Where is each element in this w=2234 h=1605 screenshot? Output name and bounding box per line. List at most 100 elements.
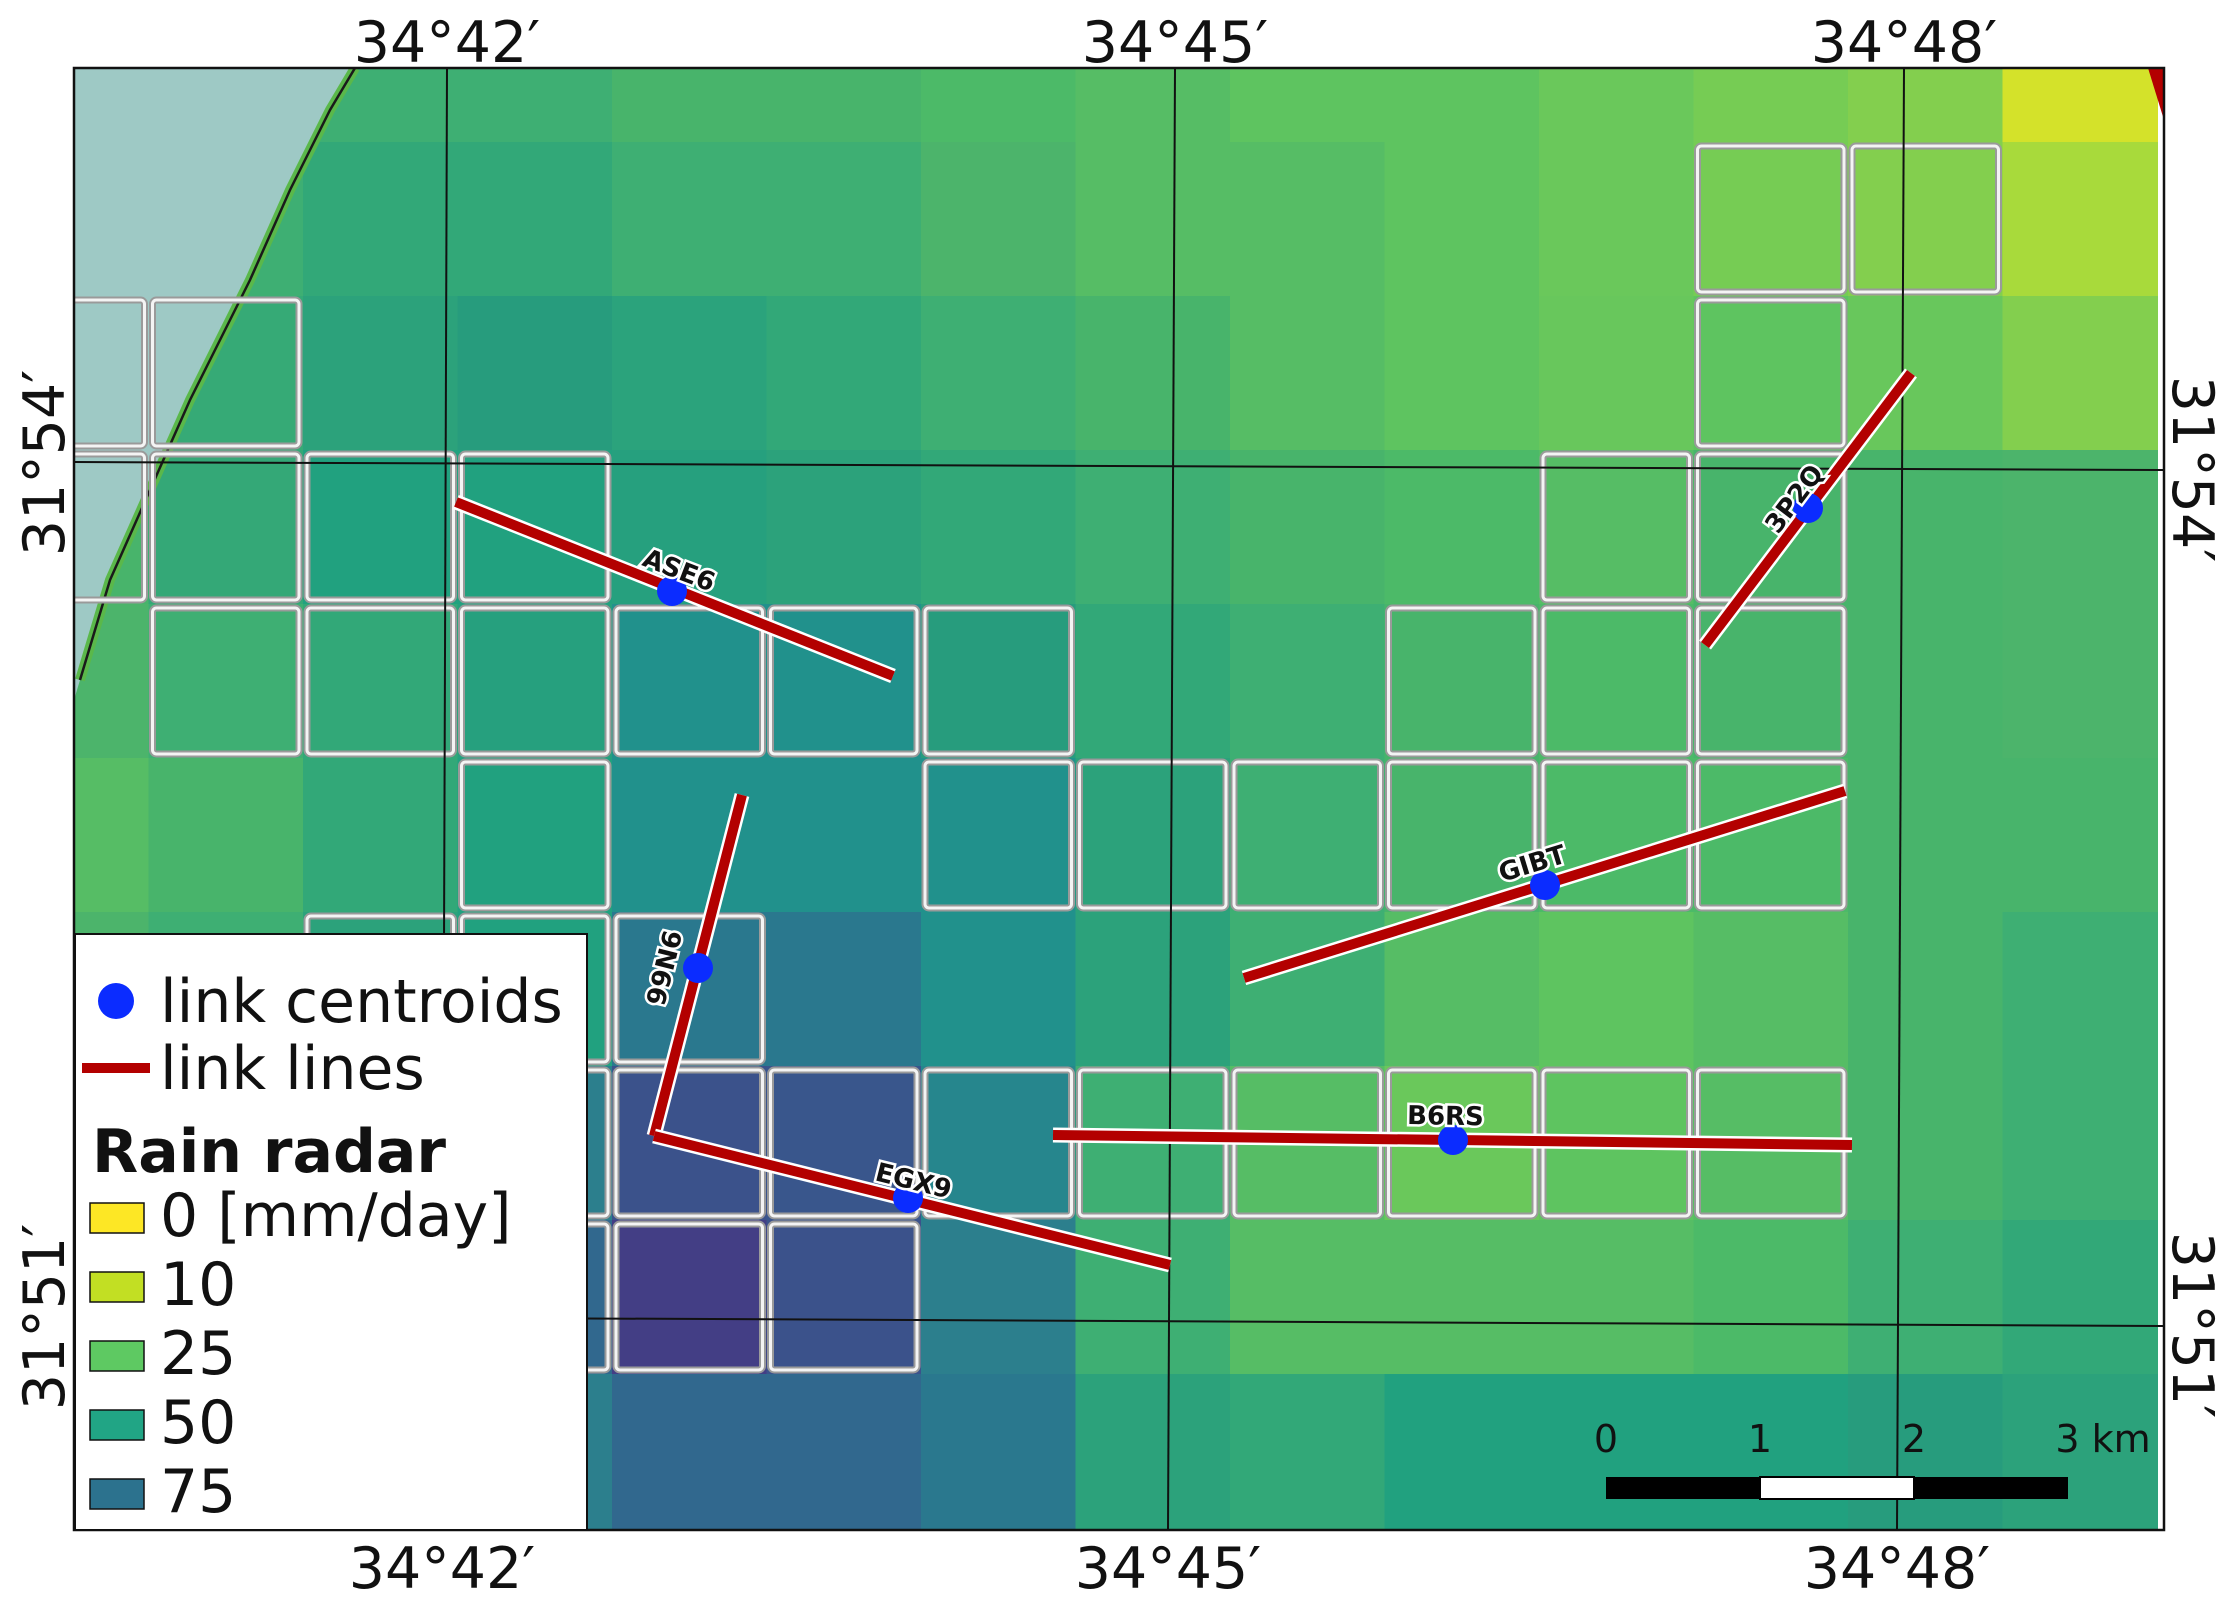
radar-cell [921, 912, 1077, 1067]
radar-cell [1848, 912, 2004, 1067]
meridian-34-45 [1167, 68, 1176, 1530]
scale-seg-1 [1606, 1477, 1760, 1499]
link-grid-cell [151, 452, 301, 602]
radar-cell [1230, 68, 1386, 143]
radar-cell [1075, 1374, 1231, 1529]
link-grid-cell [151, 606, 301, 756]
radar-cell [1384, 604, 1540, 759]
link-grid-cell [1541, 452, 1691, 602]
radar-cell [1539, 912, 1695, 1067]
legend-swatch [89, 1271, 145, 1303]
radar-cell [1693, 296, 1849, 451]
radar-cell [1384, 68, 1540, 143]
radar-cell [1384, 1374, 1540, 1529]
radar-cell [1539, 758, 1695, 913]
radar-cell [1075, 68, 1231, 143]
legend-box [74, 933, 588, 1531]
radar-cell [1384, 912, 1540, 1067]
radar-cell [766, 1374, 922, 1529]
bottom-label-34-48: 34°48′ [1804, 1536, 1991, 1602]
radar-cell [1693, 68, 1849, 143]
radar-cell [1230, 758, 1386, 913]
radar-cell [1539, 142, 1695, 297]
legend-class-label: 75 [160, 1457, 236, 1527]
radar-cell [1230, 1374, 1386, 1529]
radar-cell [457, 296, 613, 451]
top-label-34-45: 34°45′ [1082, 10, 1269, 76]
radar-cell [1693, 450, 1849, 605]
radar-cell [612, 68, 768, 143]
radar-cell [766, 450, 922, 605]
centroid-99N6 [683, 953, 713, 983]
radar-cell [921, 1220, 1077, 1375]
radar-cell [2002, 68, 2158, 143]
radar-cell [1539, 1374, 1695, 1529]
radar-cell [766, 68, 922, 143]
right-label-31-51: 31°51′ [2159, 1232, 2225, 1419]
radar-cell [1693, 1220, 1849, 1375]
link-grid-cell [769, 1068, 919, 1218]
radar-cell [1848, 68, 2004, 143]
radar-cell [2002, 758, 2158, 913]
radar-cell [1230, 142, 1386, 297]
radar-cell [2002, 296, 2158, 451]
legend-swatch [89, 1340, 145, 1372]
parallel-31-54 [74, 461, 2164, 471]
left-label-31-54: 31°54′ [12, 370, 78, 557]
legend-swatch [89, 1478, 145, 1510]
radar-cell [1693, 912, 1849, 1067]
radar-cell [766, 912, 922, 1067]
radar-cell [74, 758, 150, 913]
link-grid-cell [74, 298, 146, 448]
radar-cell [1384, 142, 1540, 297]
radar-cell [1075, 296, 1231, 451]
scale-label-2: 2 [1902, 1417, 1926, 1461]
link-grid-cell [614, 914, 764, 1064]
radar-cell [303, 142, 459, 297]
radar-cell [2002, 1374, 2158, 1529]
radar-cell [148, 450, 304, 605]
radar-cell [766, 1220, 922, 1375]
radar-cell [1384, 296, 1540, 451]
radar-cell [921, 758, 1077, 913]
bottom-label-34-42: 34°42′ [349, 1536, 536, 1602]
link-grid-cell [1078, 760, 1228, 910]
link-grid-cell [460, 606, 610, 756]
scale-bar: 0 1 2 3 km [1594, 1417, 2151, 1500]
link-grid-cell [1850, 144, 2000, 294]
radar-cell [1384, 450, 1540, 605]
radar-cell [303, 296, 459, 451]
radar-cell [148, 758, 304, 913]
radar-cell [2002, 912, 2158, 1067]
radar-cell [612, 142, 768, 297]
radar-cell [1539, 296, 1695, 451]
link-grid-cell [1696, 452, 1846, 602]
top-label-34-48: 34°48′ [1811, 10, 1998, 76]
radar-cell [612, 758, 768, 913]
radar-cell [766, 758, 922, 913]
radar-cell [921, 68, 1077, 143]
link-grid-cell [614, 606, 764, 756]
legend-centroids-label: link centroids [160, 967, 563, 1037]
link-grid-cell [460, 452, 610, 602]
radar-cell [921, 142, 1077, 297]
scale-label-0: 0 [1594, 1417, 1618, 1461]
link-grid-cell [614, 1068, 764, 1218]
radar-cell [612, 296, 768, 451]
legend-class-label: 0 [mm/day] [160, 1181, 512, 1251]
link-centroids[interactable] [657, 493, 1823, 1213]
radar-cell [1848, 758, 2004, 913]
sea-area [74, 68, 355, 700]
radar-cell [1075, 758, 1231, 913]
link-grid-cell [1232, 760, 1382, 910]
radar-cell [457, 758, 613, 913]
radar-cell [1848, 604, 2004, 759]
link-grid-cell [305, 606, 455, 756]
link-grid-cell [769, 606, 919, 756]
meridian-34-48 [1896, 68, 1905, 1530]
radar-cell [1075, 142, 1231, 297]
right-label-31-54: 31°54′ [2159, 376, 2225, 563]
radar-cell [303, 758, 459, 913]
